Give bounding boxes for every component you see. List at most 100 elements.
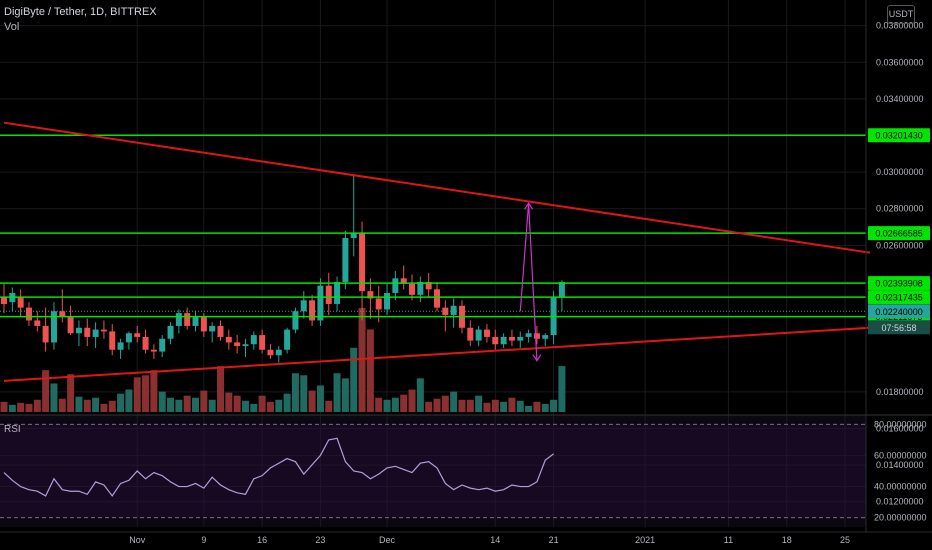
- volume-indicator-label: Vol: [4, 21, 20, 33]
- volume-bar: [433, 398, 441, 412]
- candle-body: [317, 285, 324, 321]
- volume-bar: [250, 403, 258, 412]
- candle-body: [350, 232, 357, 239]
- volume-bar: [0, 401, 8, 412]
- candle-body: [125, 333, 132, 343]
- rsi-tick-label: 60.00000000: [874, 450, 927, 460]
- candle-body: [217, 325, 224, 337]
- volume-bar: [300, 375, 308, 412]
- volume-bar: [117, 393, 125, 412]
- volume-bar: [283, 393, 291, 412]
- volume-bar: [500, 401, 508, 412]
- volume-bar: [350, 347, 358, 412]
- candle-body: [67, 316, 74, 334]
- volume-bar: [341, 378, 349, 412]
- volume-bar: [83, 399, 91, 412]
- projection-arrowhead: [532, 354, 542, 362]
- time-tick-label: 11: [724, 535, 733, 545]
- volume-bar: [316, 385, 324, 412]
- level-price-tag: [868, 290, 930, 305]
- time-tick-label: 25: [840, 535, 850, 545]
- volume-bar: [400, 394, 408, 412]
- candle-body: [434, 289, 440, 308]
- volume-bar: [42, 370, 50, 412]
- candle-body: [200, 316, 207, 332]
- candle-body: [134, 333, 141, 337]
- candle-body: [84, 327, 91, 337]
- volume-bar: [408, 389, 416, 412]
- volume-bar: [383, 399, 391, 412]
- volume-bar: [92, 397, 100, 412]
- candle-body: [242, 344, 249, 347]
- volume-bar: [525, 405, 533, 412]
- price-tick-label: 0.01400000: [876, 460, 924, 470]
- level-price-text: 0.02317435: [875, 293, 923, 303]
- price-tick-label: 0.03800000: [876, 21, 924, 31]
- volume-bar: [275, 399, 283, 412]
- trendline: [3, 326, 871, 382]
- price-tick-label: 0.02600000: [876, 240, 924, 250]
- countdown-text: 07:56:58: [881, 323, 916, 333]
- volume-bar: [125, 389, 133, 412]
- candle-body: [50, 311, 57, 343]
- candle-body: [342, 238, 349, 282]
- candle-body: [1, 296, 7, 304]
- volume-bar: [158, 391, 166, 412]
- candle-body: [409, 283, 416, 295]
- candle-body: [275, 349, 282, 356]
- candle-body: [475, 329, 482, 341]
- candle-body: [500, 336, 507, 345]
- candle-body: [417, 281, 424, 295]
- level-price-tag: [868, 128, 930, 143]
- volume-bar: [491, 399, 499, 412]
- volume-bar: [217, 366, 224, 412]
- time-tick-label: 16: [257, 535, 267, 545]
- volume-bar: [458, 399, 466, 412]
- time-tick-label: 23: [315, 535, 325, 545]
- candle-body: [517, 336, 524, 341]
- time-tick-label: 2021: [635, 535, 655, 545]
- level-price-text: 0.03201430: [875, 131, 923, 141]
- candle-body: [467, 327, 474, 341]
- time-tick-label: 18: [782, 535, 792, 545]
- volume-bar: [67, 374, 75, 412]
- volume-bar: [241, 400, 249, 412]
- candle-body: [483, 329, 490, 337]
- rsi-tick-label: 20.00000000: [874, 513, 927, 523]
- rsi-band-fill: [0, 424, 866, 518]
- candle-body: [558, 281, 565, 297]
- candle-body: [34, 320, 41, 326]
- candle-body: [325, 285, 332, 304]
- candle-body: [25, 307, 32, 321]
- candle-body: [267, 349, 274, 356]
- volume-bar: [225, 392, 233, 412]
- volume-bar: [366, 329, 374, 412]
- trendline: [3, 121, 871, 254]
- volume-bar: [550, 399, 558, 412]
- volume-bar: [375, 397, 383, 412]
- candle-body: [359, 232, 366, 292]
- volume-bar: [133, 377, 141, 412]
- candle-body: [17, 296, 24, 308]
- rsi-pane-background: [0, 415, 866, 527]
- volume-bar: [450, 391, 458, 412]
- candle-body: [375, 298, 382, 310]
- level-price-text: 0.02666585: [875, 229, 923, 239]
- last-price-tag: [868, 304, 930, 319]
- candle-body: [384, 292, 391, 310]
- currency-button[interactable]: USDT: [887, 5, 915, 24]
- rsi-line: [3, 437, 554, 497]
- level-price-text: 0.02393908: [875, 279, 923, 289]
- volume-bar: [50, 383, 58, 412]
- time-tick-label: Nov: [129, 535, 146, 545]
- volume-bar: [108, 400, 116, 412]
- candle-body: [284, 329, 291, 350]
- candle-body: [425, 281, 432, 290]
- volume-bar: [308, 390, 316, 412]
- volume-bar: [266, 401, 274, 412]
- volume-bar: [167, 397, 175, 412]
- price-tick-label: 0.03600000: [876, 57, 924, 67]
- candle-body: [175, 313, 182, 326]
- candle-body: [234, 342, 241, 347]
